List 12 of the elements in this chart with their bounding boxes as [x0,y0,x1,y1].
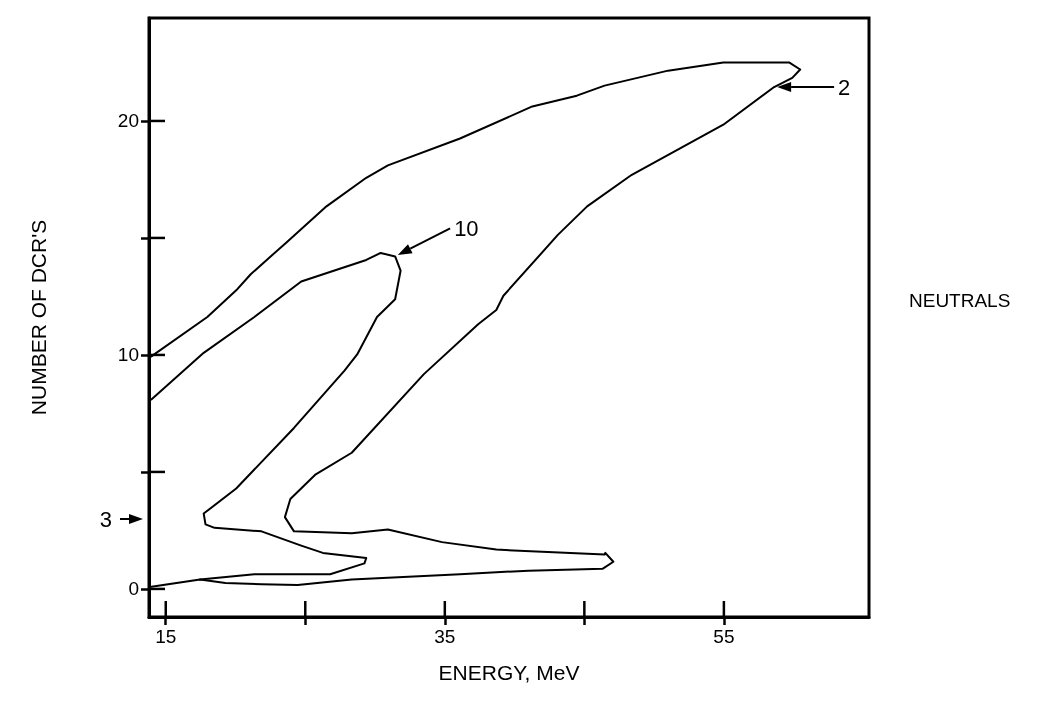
text: 3 [99,506,112,532]
annotation: 2 [838,74,851,100]
y-tick-label: 0 [128,578,139,600]
x-tick-label: 35 [434,626,456,647]
y-tick-label: 10 [117,344,139,366]
annotation: 10 [454,215,479,241]
y-tick-label: 20 [117,110,139,132]
x-tick-label: 55 [713,626,735,647]
y-axis-title: NUMBER OF DCR'S [27,219,50,416]
x-axis-title: ENERGY, MeV [438,661,580,684]
text: NEUTRALS [909,289,1011,311]
x-tick-label: 15 [155,626,177,647]
